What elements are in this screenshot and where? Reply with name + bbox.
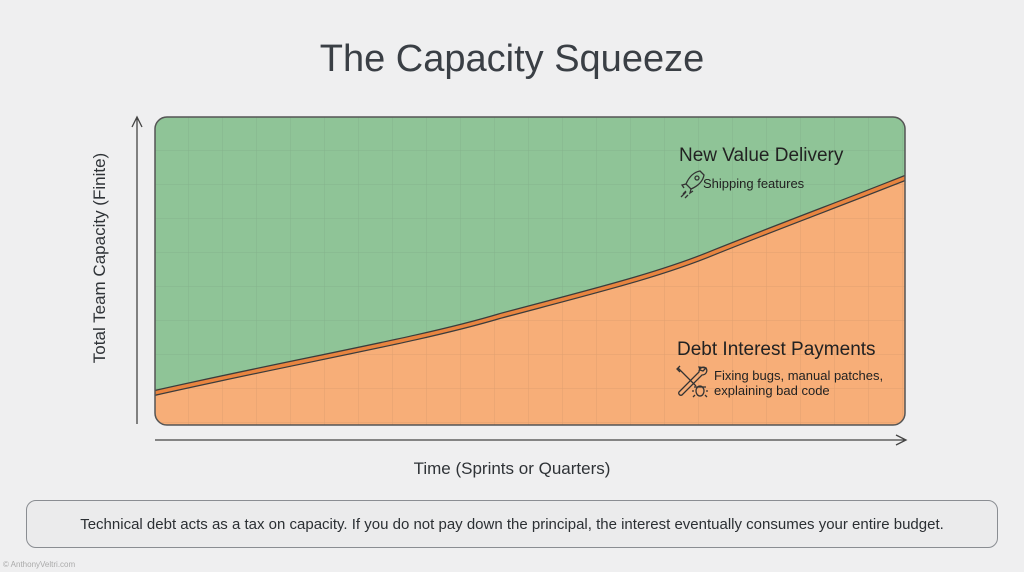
new-value-subtitle: Shipping features xyxy=(703,176,805,191)
x-axis-label: Time (Sprints or Quarters) xyxy=(413,459,611,478)
new-value-title: New Value Delivery xyxy=(679,145,844,166)
debt-interest-title: Debt Interest Payments xyxy=(677,339,876,360)
y-axis-label: Total Team Capacity (Finite) xyxy=(90,152,109,364)
boundary-line xyxy=(155,174,905,396)
debt-interest-subtitle-2: explaining bad code xyxy=(714,383,830,398)
x-axis-arrow xyxy=(155,434,908,446)
rocket-icon xyxy=(680,170,705,199)
summary-text: Technical debt acts as a tax on capacity… xyxy=(80,515,944,533)
y-axis-arrow xyxy=(131,115,143,424)
wrench-bug-icon xyxy=(676,365,708,398)
page-title: The Capacity Squeeze xyxy=(319,38,705,80)
debt-interest-subtitle: Fixing bugs, manual patches, xyxy=(714,368,884,383)
summary-note: Technical debt acts as a tax on capacity… xyxy=(26,500,998,548)
credit: © AnthonyVeltri.com xyxy=(3,560,76,569)
